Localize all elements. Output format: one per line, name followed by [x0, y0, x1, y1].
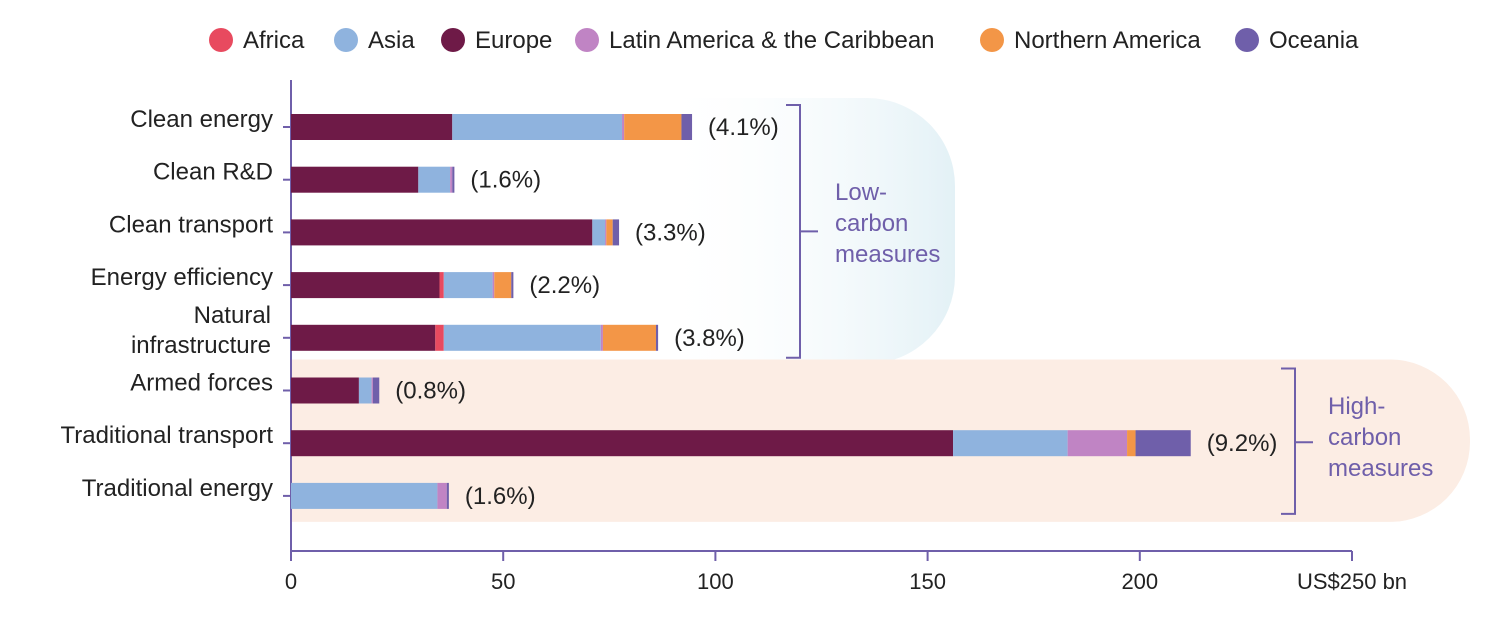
bar-armed-forces-europe	[291, 377, 359, 404]
bar-energy-efficiency-europe	[291, 272, 440, 299]
x-tick-label-150: 150	[909, 569, 946, 594]
category-label-clean-energy: Clean energy	[130, 106, 273, 133]
bar-clean-transport-oceania	[612, 219, 620, 246]
high-carbon-label: High-carbon measures	[1328, 393, 1433, 482]
bar-value-label-clean-transport: (3.3%)	[635, 219, 706, 246]
legend-item-latin-america-and-the-caribbean: Latin America & the Caribbean	[575, 27, 935, 54]
bar-value-label-armed-forces: (0.8%)	[395, 378, 466, 405]
legend-label-latin-america-and-the-caribbean: Latin America & the Caribbean	[609, 27, 935, 54]
bar-clean-energy-latin-america-and-the-caribbean	[622, 114, 625, 140]
legend-label-asia: Asia	[368, 27, 415, 54]
bar-clean-randd-oceania	[452, 166, 455, 193]
bars	[291, 114, 1191, 509]
bar-traditional-transport-latin-america-and-the-caribbean	[1067, 430, 1128, 457]
category-label-traditional-energy: Traditional energy	[82, 475, 273, 502]
legend-swatch-asia	[334, 28, 358, 52]
bar-armed-forces-oceania	[372, 377, 380, 404]
category-label-clean-randd: Clean R&D	[153, 159, 273, 186]
bar-value-label-natural-infrastructure: (3.8%)	[674, 325, 745, 352]
group-backgrounds	[291, 98, 1470, 522]
x-tick-label-100: 100	[697, 569, 734, 594]
category-label-natural-infrastructure: Natural infrastructure	[131, 302, 271, 359]
bar-clean-energy-europe	[291, 114, 453, 140]
bar-clean-transport-northern-america	[606, 219, 613, 246]
bar-armed-forces-asia	[358, 377, 372, 404]
legend-swatch-latin-america-and-the-caribbean	[575, 28, 599, 52]
bar-clean-randd-europe	[291, 166, 419, 193]
legend-swatch-europe	[441, 28, 465, 52]
bar-clean-energy-asia	[452, 114, 623, 140]
bar-clean-transport-europe	[291, 219, 593, 246]
bar-value-label-clean-randd: (1.6%)	[470, 167, 541, 194]
legend-label-europe: Europe	[475, 27, 552, 54]
group-annotations: Low-carbon measures High-carbon measures	[786, 104, 1433, 515]
axes: 0 50 100 150 200 US$250 bn Clean energy Clean R…	[60, 80, 1407, 594]
legend-label-oceania: Oceania	[1269, 27, 1359, 54]
bar-energy-efficiency-oceania	[511, 272, 514, 299]
bar-value-label-traditional-transport: (9.2%)	[1207, 430, 1278, 457]
bar-energy-efficiency-asia	[443, 272, 493, 299]
bar-value-label-clean-energy: (4.1%)	[708, 114, 779, 141]
bar-clean-transport-asia	[592, 219, 606, 246]
category-label-clean-transport: Clean transport	[109, 211, 273, 238]
legend-item-northern-america: Northern America	[980, 27, 1201, 54]
bar-traditional-transport-oceania	[1135, 430, 1191, 457]
bar-clean-transport-latin-america-and-the-caribbean	[605, 219, 607, 246]
bar-clean-randd-latin-america-and-the-caribbean	[450, 166, 453, 193]
bar-traditional-transport-europe	[291, 430, 954, 457]
category-label-armed-forces: Armed forces	[130, 370, 273, 397]
legend-item-africa: Africa	[209, 27, 305, 54]
legend-label-africa: Africa	[243, 27, 305, 54]
bar-armed-forces-latin-america-and-the-caribbean	[371, 377, 373, 404]
bar-traditional-energy-oceania	[446, 482, 449, 509]
category-label-energy-efficiency: Energy efficiency	[91, 264, 273, 291]
bar-clean-energy-northern-america	[624, 114, 682, 140]
legend-swatch-africa	[209, 28, 233, 52]
legend-label-northern-america: Northern America	[1014, 27, 1201, 54]
x-tick-label-0: 0	[285, 569, 297, 594]
bar-traditional-energy-asia	[291, 482, 438, 509]
bar-natural-infrastructure-africa	[435, 324, 444, 351]
legend: Africa Asia Europe Latin America & the Cari…	[209, 27, 1359, 54]
bar-energy-efficiency-northern-america	[494, 272, 512, 299]
bar-value-label-energy-efficiency: (2.2%)	[529, 272, 600, 299]
bar-labels: (4.1%) (1.6%) (3.3%) (2.2%) (3.8%) (0.8%) (9.2…	[395, 114, 1277, 510]
bar-traditional-transport-northern-america	[1127, 430, 1136, 457]
legend-item-europe: Europe	[441, 27, 552, 54]
legend-item-oceania: Oceania	[1235, 27, 1359, 54]
x-tick-label-200: 200	[1121, 569, 1158, 594]
x-axis-end-label: US$250 bn	[1297, 569, 1407, 594]
x-tick-label-50: 50	[491, 569, 515, 594]
bar-energy-efficiency-africa	[439, 272, 444, 299]
bar-natural-infrastructure-oceania	[655, 324, 659, 351]
bar-natural-infrastructure-latin-america-and-the-caribbean	[600, 324, 603, 351]
legend-item-asia: Asia	[334, 27, 415, 54]
bar-value-label-traditional-energy: (1.6%)	[465, 483, 536, 510]
bar-clean-energy-oceania	[681, 114, 693, 140]
bar-clean-randd-asia	[418, 166, 451, 193]
bar-traditional-transport-asia	[953, 430, 1068, 457]
bar-natural-infrastructure-northern-america	[602, 324, 656, 351]
bar-traditional-energy-latin-america-and-the-caribbean	[437, 482, 447, 509]
low-carbon-label: Low-carbon measures	[835, 179, 940, 268]
bar-energy-efficiency-latin-america-and-the-caribbean	[492, 272, 495, 299]
category-label-traditional-transport: Traditional transport	[60, 422, 273, 449]
legend-swatch-oceania	[1235, 28, 1259, 52]
bar-natural-infrastructure-asia	[443, 324, 601, 351]
bar-natural-infrastructure-europe	[291, 324, 436, 351]
legend-swatch-northern-america	[980, 28, 1004, 52]
